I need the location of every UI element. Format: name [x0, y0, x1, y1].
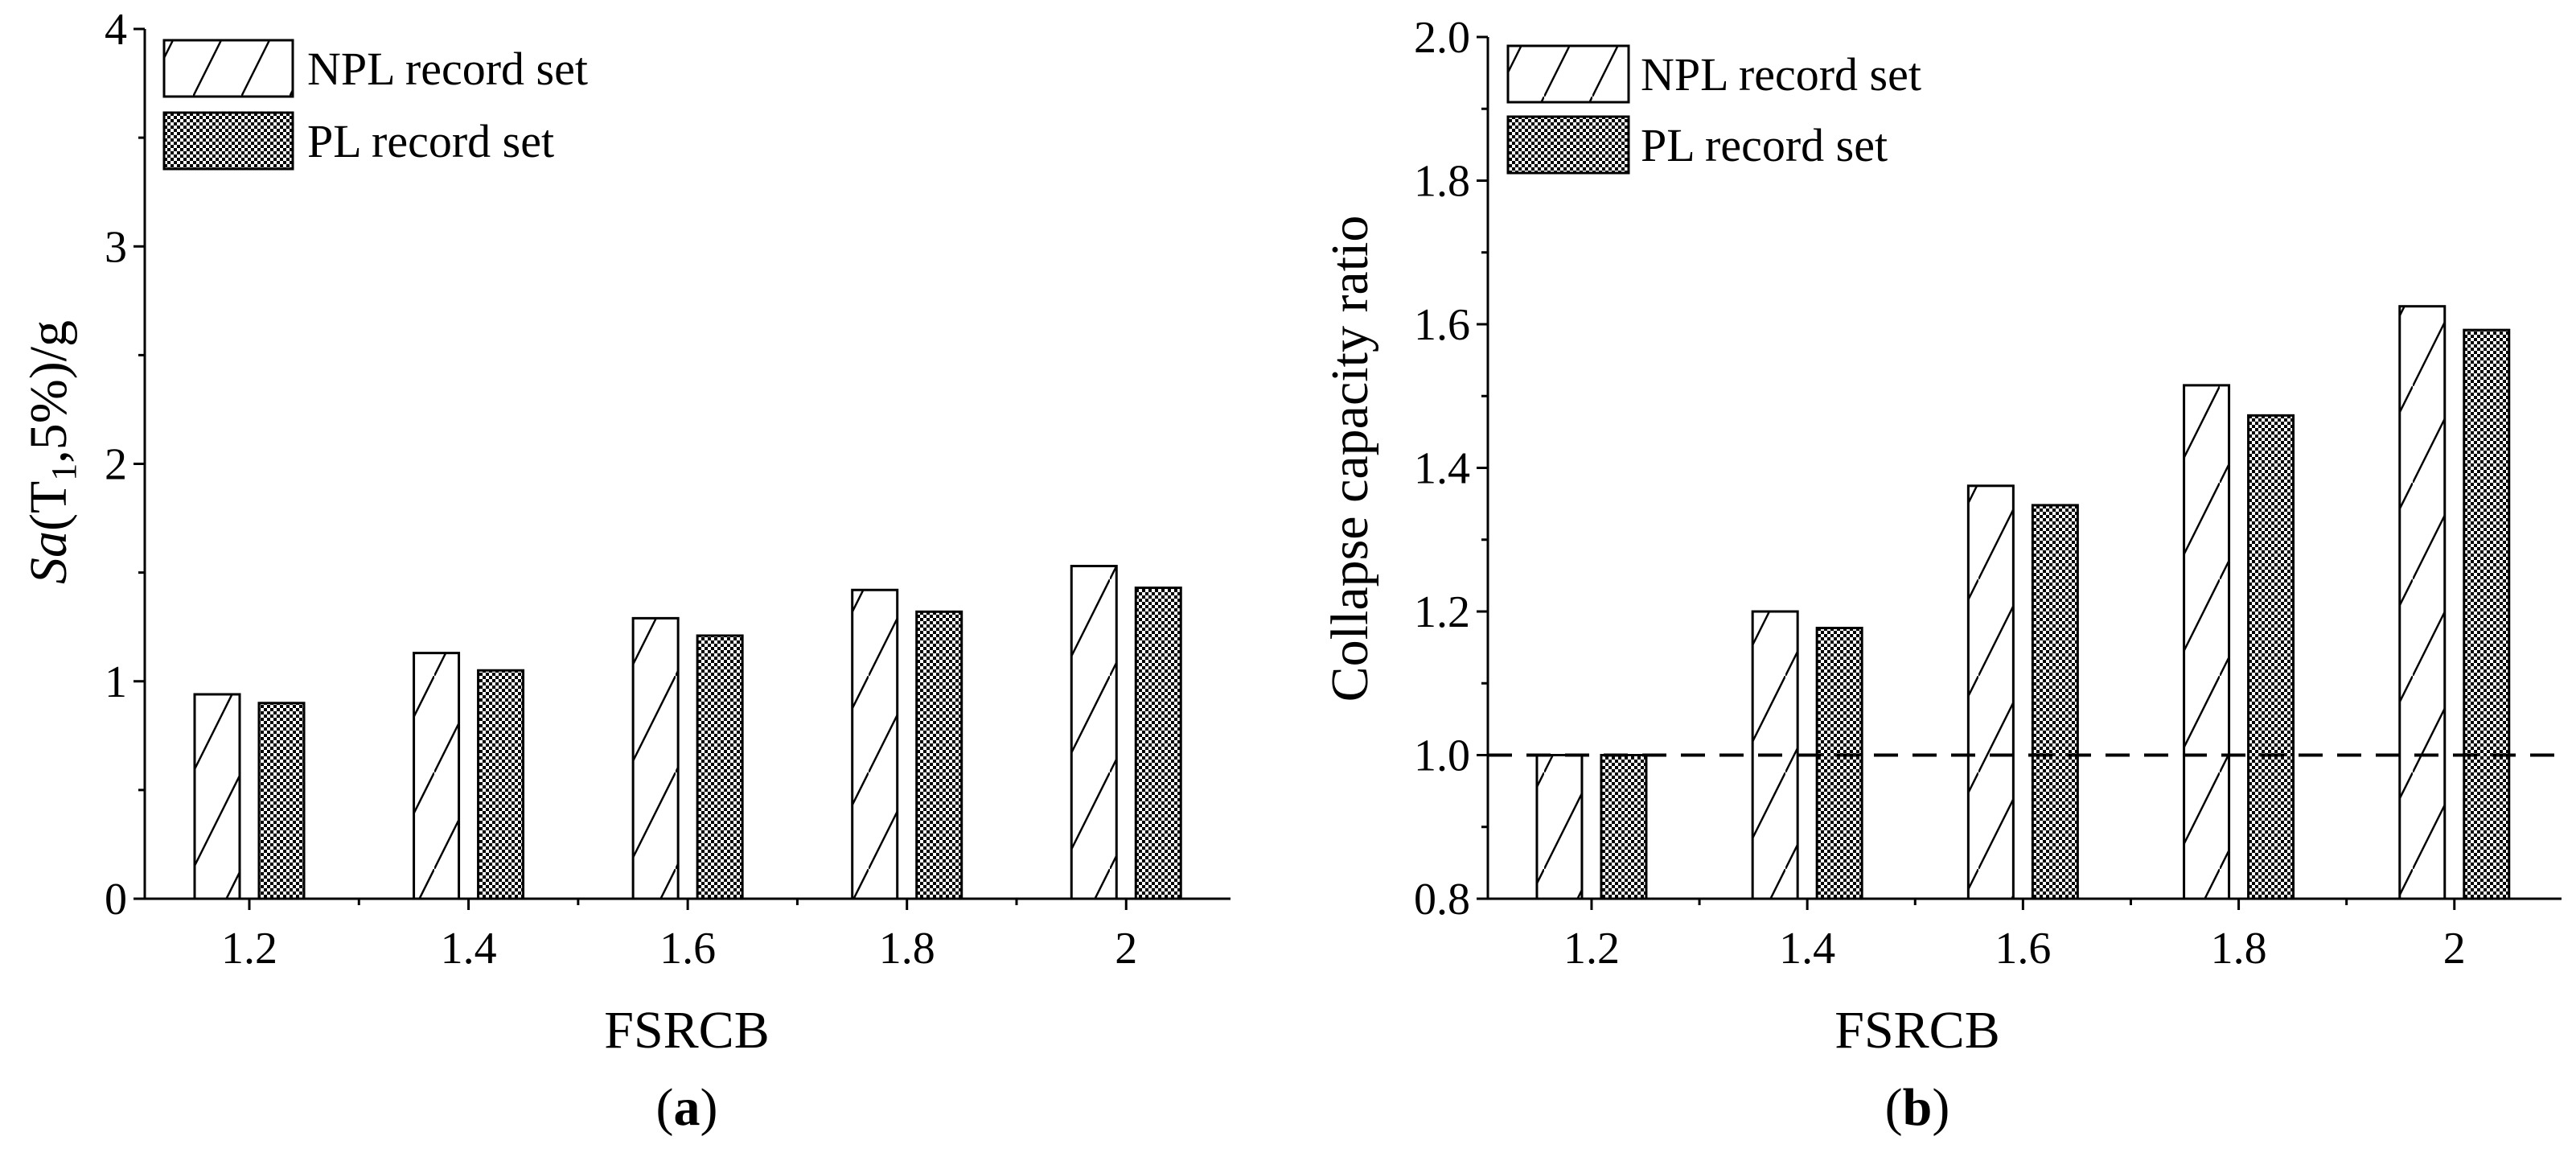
chart-b-panel-label: (b)	[1885, 1078, 1950, 1137]
bar-pl-1.2	[257, 702, 306, 900]
y-tick-label: 1.6	[1414, 300, 1470, 350]
bar-pl-1.4	[477, 669, 525, 900]
chart-a-panel-label: (a)	[656, 1078, 718, 1137]
chart-a-ylabel: Sa(T1,5%)/g	[19, 320, 84, 584]
y-tick-label: 1.2	[1414, 587, 1470, 637]
y-tick-label: 4	[105, 5, 127, 55]
bar-pl-1.8	[915, 610, 963, 900]
x-tick-label: 1.2	[1563, 924, 1620, 974]
x-tick-label: 1.2	[221, 924, 277, 974]
legend-label-npl: NPL record set	[307, 43, 588, 95]
x-tick-label: 1.6	[659, 924, 716, 974]
legend-swatch-pl	[1506, 115, 1630, 175]
chart-panel-b: 0.8 1.0 1.2 1.4 1.6 1.8 2.0 1.2 1.4 1.6 1.8 2 NPL r…	[1321, 13, 2562, 1137]
bar-pl-1.2	[1600, 754, 1648, 900]
bar-npl-1.8	[851, 588, 899, 900]
bar-npl-1.4	[413, 652, 461, 900]
bar-pl-1.6	[2031, 504, 2079, 900]
y-tick-label: 3	[105, 222, 127, 272]
legend-swatch-pl	[162, 111, 294, 171]
y-tick-label: 0	[105, 875, 127, 924]
chart-a-tick-labels: 0 1 2 3 4 1.2 1.4 1.6 1.8 2	[105, 5, 1137, 974]
legend-swatch-npl	[1506, 44, 1630, 104]
chart-a-legend: NPL record set PL record set	[162, 39, 588, 171]
chart-panel-a: 0 1 2 3 4 1.2 1.4 1.6 1.8 2 NPL record set PL rec…	[19, 5, 1230, 1137]
chart-b-xlabel: FSRCB	[1834, 1001, 1999, 1060]
bar-pl-1.4	[1815, 627, 1863, 900]
x-tick-label: 2	[2443, 924, 2466, 974]
y-tick-label: 2	[105, 440, 127, 490]
legend-label-pl: PL record set	[307, 115, 554, 167]
chart-b-axes	[1477, 35, 2562, 910]
bar-npl-1.2	[193, 693, 241, 900]
bar-pl-1.8	[2247, 414, 2295, 900]
y-tick-label: 1.0	[1414, 731, 1470, 781]
chart-b-tick-labels: 0.8 1.0 1.2 1.4 1.6 1.8 2.0 1.2 1.4 1.6 1.8 2	[1414, 13, 2466, 974]
bar-npl-1.6	[631, 616, 680, 900]
x-tick-label: 1.8	[879, 924, 935, 974]
x-tick-label: 1.4	[441, 924, 497, 974]
legend-swatch-npl	[162, 39, 294, 98]
legend-label-npl: NPL record set	[1641, 48, 1921, 101]
bar-npl-2	[2398, 305, 2447, 900]
bar-npl-2	[1070, 565, 1118, 900]
y-tick-label: 1.8	[1414, 157, 1470, 207]
chart-a-axes	[134, 27, 1230, 910]
y-tick-label: 0.8	[1414, 875, 1470, 924]
legend-label-pl: PL record set	[1641, 119, 1888, 171]
bar-npl-1.8	[2183, 384, 2231, 900]
x-tick-label: 1.6	[1995, 924, 2051, 974]
bar-pl-2	[2463, 328, 2511, 900]
y-tick-label: 2.0	[1414, 13, 1470, 63]
bar-pl-1.6	[696, 634, 744, 900]
x-tick-label: 2	[1115, 924, 1137, 974]
chart-b-ylabel: Collapse capacity ratio	[1321, 216, 1379, 702]
chart-b-bars	[1488, 305, 2562, 900]
chart-b-legend: NPL record set PL record set	[1506, 44, 1921, 175]
x-tick-label: 1.8	[2211, 924, 2267, 974]
x-tick-label: 1.4	[1779, 924, 1835, 974]
bar-npl-1.2	[1535, 754, 1584, 900]
chart-a-bars	[193, 565, 1182, 900]
y-tick-label: 1.4	[1414, 444, 1470, 494]
bar-pl-2	[1134, 587, 1182, 900]
y-tick-label: 1	[105, 657, 127, 707]
bar-npl-1.6	[1966, 484, 2015, 900]
chart-a-xlabel: FSRCB	[604, 1001, 769, 1060]
